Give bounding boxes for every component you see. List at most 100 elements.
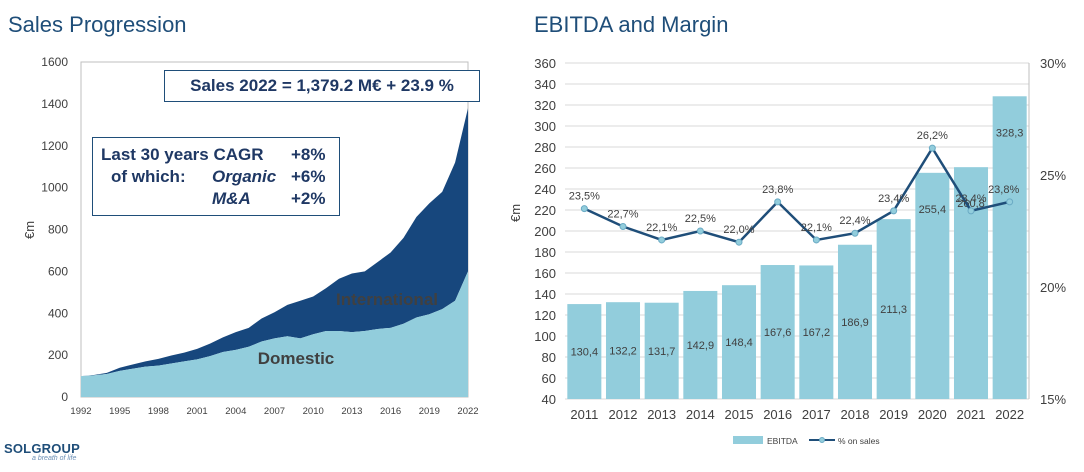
x-tick-label: 2004 [225, 406, 246, 417]
y-tick-label: 400 [48, 306, 68, 320]
y-tick-label: 200 [48, 348, 68, 362]
area-domestic [81, 271, 468, 397]
y-tick-label: 1000 [41, 181, 68, 195]
y-tick-label: 260 [534, 161, 556, 176]
x-tick-label: 2020 [918, 407, 947, 422]
y-tick-label: 60 [542, 371, 556, 386]
y-tick-label: 120 [534, 308, 556, 323]
x-tick-label: 2015 [725, 407, 754, 422]
ebitda-data-label: 131,7 [648, 346, 676, 358]
margin-point [774, 198, 782, 206]
x-tick-label: 2012 [609, 407, 638, 422]
margin-point [696, 227, 704, 235]
y-axis-label: €m [22, 221, 37, 239]
x-tick-label: 2013 [341, 406, 362, 417]
margin-data-label: 23,8% [988, 184, 1019, 196]
ebitda-chart-title: EBITDA and Margin [534, 12, 729, 37]
margin-data-label: 22,0% [723, 224, 754, 236]
y-tick-label: 280 [534, 140, 556, 155]
y-tick-label: 320 [534, 98, 556, 113]
cagr-line2-value: +6% [291, 167, 326, 186]
margin-point [928, 144, 936, 152]
margin-data-label: 22,4% [839, 215, 870, 227]
margin-data-label: 22,5% [685, 213, 716, 225]
x-tick-label: 2014 [686, 407, 715, 422]
legend-label-ebitda: EBITDA [767, 436, 798, 446]
cagr-organic-label: Organic [212, 167, 277, 186]
y-tick-label: 0 [61, 390, 68, 404]
ebitda-data-label: 328,3 [996, 127, 1024, 139]
cagr-line1-value: +8% [291, 145, 326, 164]
y-tick-label: 180 [534, 245, 556, 260]
ebitda-bar [760, 265, 795, 399]
margin-data-label: 22,7% [607, 209, 638, 221]
x-tick-label: 2017 [802, 407, 831, 422]
ebitda-bar [644, 302, 679, 399]
cagr-callout: Last 30 years CAGR +8% of which: Organic… [92, 137, 340, 216]
y-tick-label: 360 [534, 56, 556, 71]
ebitda-data-label: 142,9 [687, 340, 715, 352]
y-tick-label: 40 [542, 392, 556, 407]
x-tick-label: 2022 [457, 406, 478, 417]
y-tick-label: 600 [48, 264, 68, 278]
x-tick-label: 2010 [303, 406, 324, 417]
margin-point [890, 207, 898, 215]
y-tick-label: 100 [534, 329, 556, 344]
x-tick-label: 2022 [995, 407, 1024, 422]
solgroup-logo: SOLGROUP a breath of life [4, 441, 80, 462]
y-tick-label: 800 [48, 223, 68, 237]
x-tick-label: 1995 [109, 406, 130, 417]
margin-data-label: 23,4% [955, 193, 986, 205]
ebitda-bar [915, 172, 950, 399]
x-tick-label: 2019 [419, 406, 440, 417]
margin-point [812, 236, 820, 244]
margin-data-label: 23,5% [569, 191, 600, 203]
y-tick-label: 1400 [41, 97, 68, 111]
ebitda-data-label: 167,6 [764, 327, 792, 339]
x-tick-label: 1998 [148, 406, 169, 417]
margin-data-label: 23,4% [878, 193, 909, 205]
ebitda-bar [799, 265, 834, 399]
area-label-domestic: Domestic [258, 349, 335, 368]
y2-tick-label: 30% [1040, 56, 1066, 71]
y-tick-label: 340 [534, 77, 556, 92]
area-label-international: International [336, 290, 438, 309]
ebitda-data-label: 255,4 [919, 204, 947, 216]
y-axis-label: €m [508, 204, 523, 222]
ebitda-data-label: 167,2 [803, 327, 831, 339]
ebitda-bar [567, 304, 602, 399]
ebitda-data-label: 130,4 [571, 347, 599, 359]
legend-swatch-ebitda [733, 436, 763, 444]
ebitda-bar [953, 167, 989, 399]
cagr-ma-label: M&A [212, 189, 251, 208]
ebitda-bar [837, 244, 873, 399]
legend-label-margin: % on sales [838, 436, 880, 446]
margin-line [583, 145, 1010, 244]
x-tick-label: 2007 [264, 406, 285, 417]
margin-data-label: 22,1% [646, 222, 677, 234]
legend-marker-margin [819, 437, 825, 443]
margin-point [619, 223, 627, 231]
x-tick-label: 2016 [763, 407, 792, 422]
ebitda-bar [605, 302, 641, 399]
ebitda-data-label: 148,4 [725, 337, 753, 349]
margin-point [851, 229, 859, 237]
y-tick-label: 1600 [41, 55, 68, 69]
cagr-line2-label: of which: [111, 167, 186, 186]
y-tick-label: 200 [534, 224, 556, 239]
y-tick-label: 1200 [41, 139, 68, 153]
x-tick-label: 2001 [187, 406, 208, 417]
cagr-line1-label: Last 30 years CAGR [101, 145, 264, 164]
margin-point [658, 236, 666, 244]
ebitda-data-label: 132,2 [609, 346, 637, 358]
y-tick-label: 220 [534, 203, 556, 218]
area-international [81, 108, 468, 377]
margin-data-label: 23,8% [762, 184, 793, 196]
x-tick-label: 1992 [70, 406, 91, 417]
y2-tick-label: 25% [1040, 168, 1066, 183]
ebitda-bar [992, 96, 1027, 399]
x-tick-label: 2011 [570, 407, 598, 422]
margin-point [580, 205, 588, 213]
y-tick-label: 160 [534, 266, 556, 281]
